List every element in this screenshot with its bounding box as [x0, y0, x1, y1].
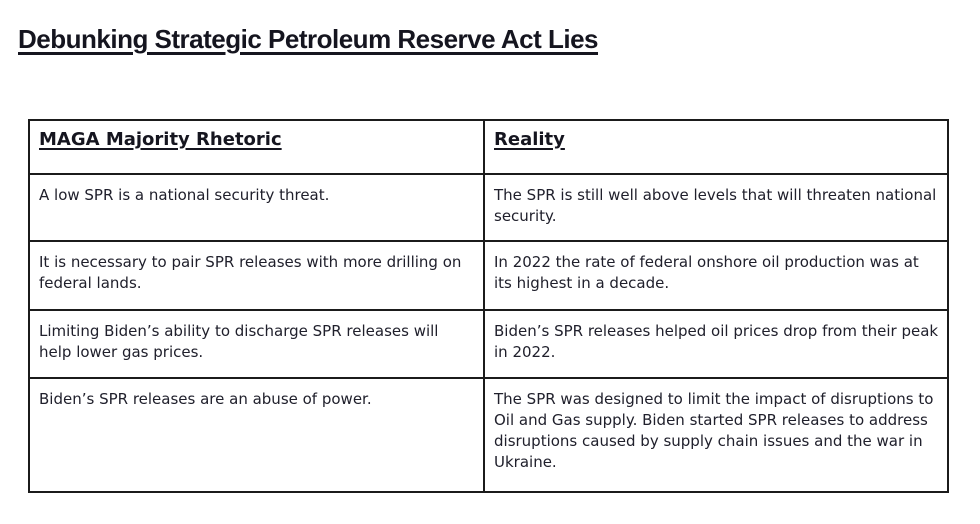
page-title: Debunking Strategic Petroleum Reserve Ac…: [18, 24, 599, 54]
table-header-row: MAGA Majority Rhetoric Reality: [28, 119, 949, 175]
table-row: It is necessary to pair SPR releases wit…: [28, 240, 949, 311]
table-row: A low SPR is a national security threat.…: [28, 173, 949, 242]
comparison-table: MAGA Majority Rhetoric Reality A low SPR…: [28, 119, 949, 493]
table-row: Limiting Biden’s ability to discharge SP…: [28, 309, 949, 379]
table-body: A low SPR is a national security threat.…: [28, 173, 949, 493]
rhetoric-cell: It is necessary to pair SPR releases wit…: [28, 240, 485, 311]
rhetoric-cell: Biden’s SPR releases are an abuse of pow…: [28, 377, 485, 493]
reality-cell: In 2022 the rate of federal onshore oil …: [483, 240, 949, 311]
table-header: MAGA Majority Rhetoric Reality: [28, 119, 949, 175]
table-row: Biden’s SPR releases are an abuse of pow…: [28, 377, 949, 493]
reality-cell: Biden’s SPR releases helped oil prices d…: [483, 309, 949, 379]
rhetoric-cell: Limiting Biden’s ability to discharge SP…: [28, 309, 485, 379]
column-header-rhetoric: MAGA Majority Rhetoric: [28, 119, 485, 175]
reality-cell: The SPR is still well above levels that …: [483, 173, 949, 242]
reality-cell: The SPR was designed to limit the impact…: [483, 377, 949, 493]
rhetoric-cell: A low SPR is a national security threat.: [28, 173, 485, 242]
column-header-reality: Reality: [483, 119, 949, 175]
